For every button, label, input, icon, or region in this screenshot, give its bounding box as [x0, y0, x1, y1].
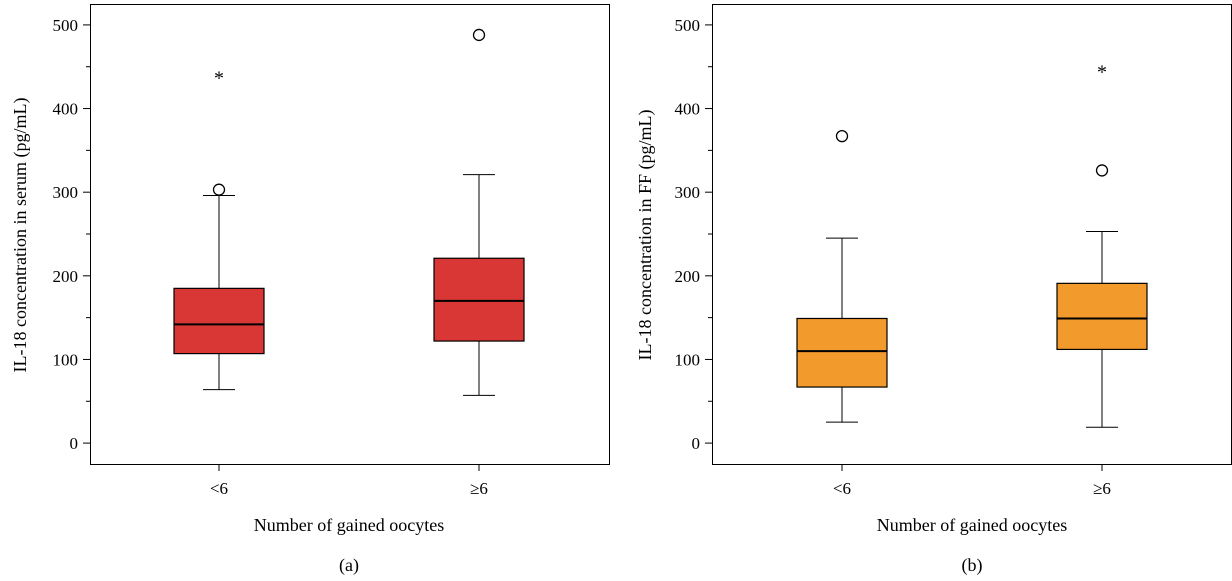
iqr-box	[796, 317, 888, 388]
panel-b: IL-18 concentration in FF (pg/mL) Number…	[635, 4, 1232, 576]
y-tick-label: 300	[53, 183, 79, 202]
x-ticks: <6 ≥6	[210, 464, 488, 498]
y-tick-label: 300	[675, 183, 701, 202]
x-axis-label: Number of gained oocytes	[254, 515, 444, 535]
box-series: *	[796, 61, 1148, 428]
y-tick-label: 500	[675, 16, 701, 35]
y-tick-label: 200	[675, 267, 701, 286]
y-tick-label: 100	[53, 350, 79, 369]
iqr-box	[1056, 282, 1148, 351]
y-tick-label: 500	[53, 16, 79, 35]
iqr-box	[433, 257, 525, 342]
y-ticks: 0 100 200 300 400 500	[53, 16, 90, 453]
x-ticks: <6 ≥6	[833, 464, 1111, 498]
y-tick-label: 400	[675, 100, 701, 119]
x-axis-label: Number of gained oocytes	[877, 515, 1067, 535]
box-series: *	[173, 28, 525, 396]
panel-a: IL-18 concentration in serum (pg/mL) Num…	[10, 4, 610, 576]
x-tick-label: ≥6	[1093, 479, 1111, 498]
iqr-box	[173, 287, 265, 355]
y-tick-label: 400	[53, 100, 79, 119]
outlier-star: *	[214, 67, 224, 89]
panel-label: (a)	[339, 555, 359, 576]
box-plot: *	[1056, 61, 1148, 428]
x-tick-label: <6	[833, 479, 851, 498]
outlier-star: *	[1097, 61, 1107, 83]
outlier-circle	[1095, 164, 1109, 177]
outlier-circle	[472, 28, 486, 42]
x-tick-label: <6	[210, 479, 228, 498]
y-tick-label: 100	[675, 350, 701, 369]
plot-frame	[712, 4, 1232, 465]
x-tick-label: ≥6	[470, 479, 488, 498]
y-tick-label: 0	[70, 434, 79, 453]
outlier-circle	[835, 129, 849, 143]
box-plot	[433, 28, 525, 396]
panel-label: (b)	[962, 555, 983, 576]
y-tick-label: 0	[692, 434, 701, 453]
y-ticks: 0 100 200 300 400 500	[675, 16, 712, 453]
y-axis-label: IL-18 concentration in FF (pg/mL)	[635, 110, 656, 361]
y-axis-label: IL-18 concentration in serum (pg/mL)	[10, 98, 31, 373]
box-plot: *	[173, 67, 265, 391]
y-tick-label: 200	[53, 267, 79, 286]
plot-frame	[90, 4, 610, 465]
box-plot	[796, 129, 888, 423]
outlier-circle	[212, 183, 226, 196]
